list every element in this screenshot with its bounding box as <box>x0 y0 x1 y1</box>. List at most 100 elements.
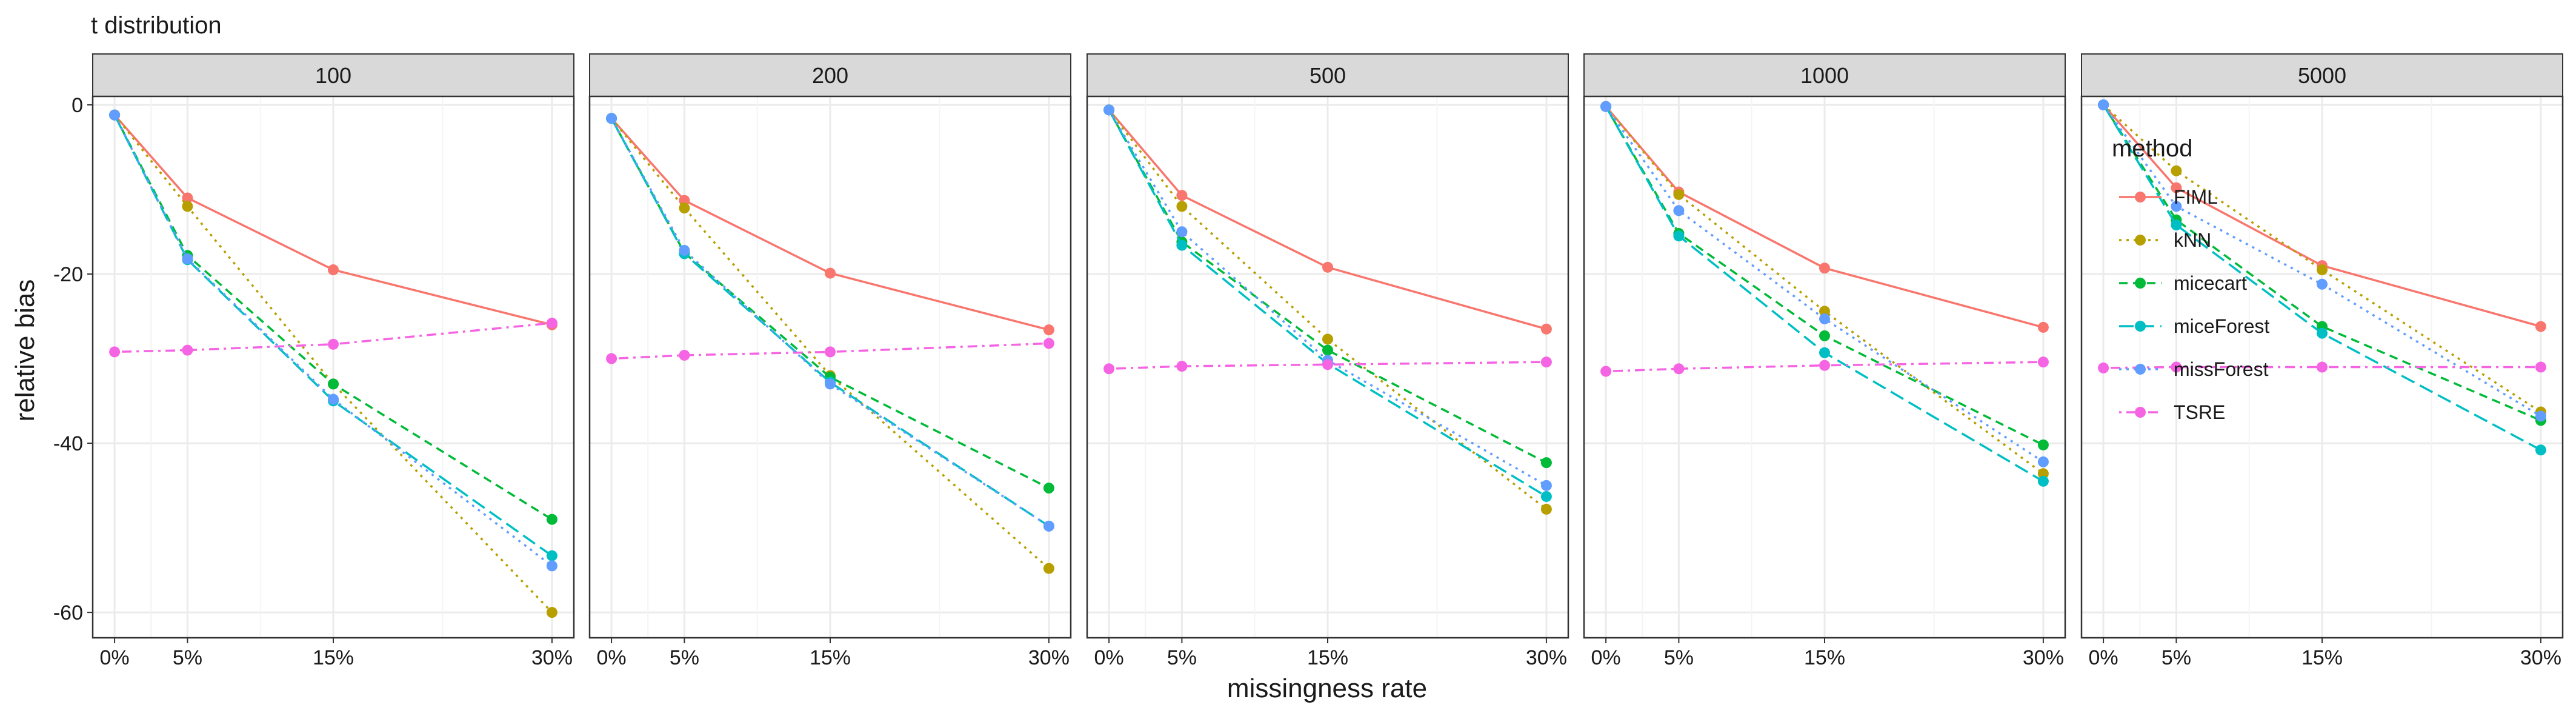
data-point-kNN <box>1322 333 1333 345</box>
data-point-missForest <box>2098 99 2109 110</box>
legend-key-point <box>2135 407 2146 418</box>
data-point-kNN <box>182 201 193 212</box>
data-point-FIML <box>2037 321 2049 333</box>
data-point-micecart <box>546 514 557 525</box>
data-point-missForest <box>679 244 690 256</box>
data-point-miceForest <box>2171 219 2182 231</box>
data-point-TSRE <box>1103 363 1115 375</box>
data-point-missForest <box>328 393 339 405</box>
data-point-FIML <box>1322 261 1333 273</box>
x-tick-label: 5% <box>670 646 699 669</box>
data-point-TSRE <box>328 338 339 350</box>
x-tick-label: 0% <box>1591 646 1621 669</box>
legend-item-miceForest: miceForest <box>2119 315 2269 337</box>
series-line-FIML <box>113 114 553 326</box>
series-line-miceForest <box>610 118 1050 527</box>
data-point-TSRE <box>1600 366 1612 377</box>
facet-5000: 5000 0% 5% 15% 30% <box>2080 53 2564 669</box>
data-point-kNN <box>2317 264 2328 276</box>
y-tick-label: -60 <box>53 601 83 624</box>
data-point-micecart <box>1043 483 1054 494</box>
data-point-missForest <box>1819 313 1830 324</box>
data-point-TSRE <box>2535 361 2546 373</box>
data-point-TSRE <box>1673 363 1685 375</box>
facet-strip-label: 500 <box>1310 63 1346 88</box>
data-point-missForest <box>1043 520 1054 532</box>
data-point-micecart <box>2037 439 2049 450</box>
series-line-micecart <box>2102 104 2541 422</box>
data-point-micecart <box>1540 457 1552 469</box>
chart-title: t distribution <box>91 12 222 39</box>
legend-label: micecart <box>2174 272 2247 294</box>
legend-key-point <box>2135 235 2146 246</box>
series-line-kNN <box>1108 109 1547 510</box>
data-point-TSRE <box>679 349 690 361</box>
facet-strip <box>92 53 574 97</box>
data-point-missForest <box>182 253 193 264</box>
facet-strip-label: 1000 <box>1800 63 1849 88</box>
data-point-kNN <box>546 607 557 618</box>
x-tick-label: 0% <box>1094 646 1124 669</box>
legend-item-kNN: kNN <box>2119 229 2211 251</box>
data-point-miceForest <box>546 550 557 561</box>
legend-item-TSRE: TSRE <box>2119 401 2225 423</box>
y-axis-title: relative bias <box>10 279 40 422</box>
data-point-miceForest <box>2037 475 2049 487</box>
data-point-TSRE <box>606 353 617 364</box>
data-point-TSRE <box>1819 360 1830 371</box>
series-line-FIML <box>610 118 1050 331</box>
series-line-TSRE <box>1606 361 2043 373</box>
data-point-miceForest <box>1540 490 1552 502</box>
x-tick-label: 30% <box>2520 646 2561 669</box>
legend-key-point <box>2135 192 2146 202</box>
x-tick-label: 5% <box>1167 646 1197 669</box>
series-line-micecart <box>610 118 1050 489</box>
data-point-missForest <box>1103 104 1115 116</box>
data-point-kNN <box>1043 563 1054 574</box>
data-point-TSRE <box>546 317 557 329</box>
x-tick-label: 30% <box>2023 646 2064 669</box>
series-line-TSRE <box>115 322 553 353</box>
data-point-TSRE <box>182 344 193 356</box>
legend-items: FIML kNN micecart miceForest missForest TSRE <box>2119 186 2269 423</box>
data-point-FIML <box>1819 263 1830 274</box>
legend-label: kNN <box>2174 229 2211 251</box>
data-point-kNN <box>679 202 690 214</box>
legend-key-point <box>2135 278 2146 289</box>
data-point-kNN <box>1673 189 1685 200</box>
facet-200: 200 0% 5% 15% 30% <box>588 53 1072 669</box>
series-line-miceForest <box>2102 104 2541 451</box>
data-point-missForest <box>1673 205 1685 216</box>
data-point-TSRE <box>1176 361 1188 372</box>
data-point-micecart <box>1819 330 1830 341</box>
facet-strip-label: 5000 <box>2298 63 2346 88</box>
series-line-micecart <box>113 114 553 521</box>
series-line-FIML <box>2102 104 2541 328</box>
data-point-TSRE <box>1540 356 1552 368</box>
series-line-missForest <box>610 118 1050 527</box>
data-point-kNN <box>1819 306 1830 317</box>
data-point-FIML <box>825 267 836 279</box>
x-tick-label: 15% <box>2301 646 2343 669</box>
x-tick-label: 15% <box>313 646 354 669</box>
data-point-missForest <box>2317 278 2328 290</box>
data-point-missForest <box>1600 101 1612 112</box>
data-point-TSRE <box>109 346 121 358</box>
y-tick-label: -20 <box>53 263 83 286</box>
x-tick-label: 30% <box>531 646 573 669</box>
y-tick-label: -40 <box>53 432 83 455</box>
data-point-FIML <box>182 192 193 204</box>
data-point-kNN <box>1176 201 1188 212</box>
facet-1000: 1000 0% 5% 15% 30% <box>1583 53 2066 669</box>
legend-label: FIML <box>2174 186 2218 208</box>
x-tick-label: 15% <box>810 646 851 669</box>
data-point-miceForest <box>1176 239 1188 251</box>
series-line-kNN <box>610 118 1050 569</box>
series-line-TSRE <box>1109 361 1546 370</box>
data-point-TSRE <box>2037 356 2049 368</box>
series-line-kNN <box>113 114 553 614</box>
legend: method FIML kNN micecart miceForest missFore… <box>2112 135 2269 423</box>
x-tick-label: 0% <box>2089 646 2118 669</box>
